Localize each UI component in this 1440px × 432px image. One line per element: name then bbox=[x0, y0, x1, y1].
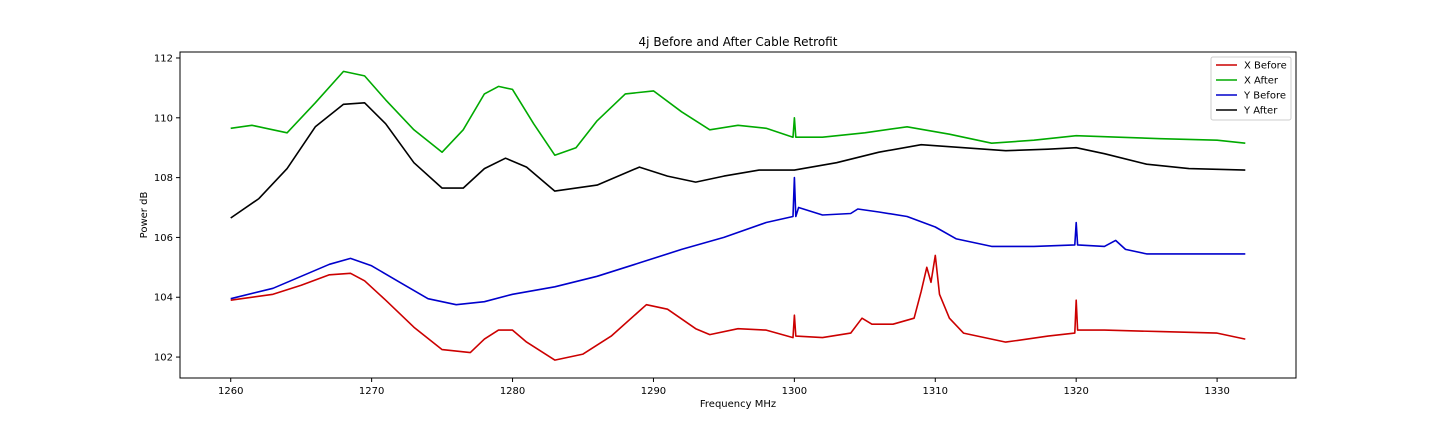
legend-box bbox=[1210, 56, 1292, 121]
legend-label-1: X After bbox=[1244, 76, 1279, 87]
axes-frame bbox=[179, 51, 1297, 379]
legend-label-2: Y Before bbox=[1243, 91, 1286, 102]
x-tick-label-4: 1300 bbox=[782, 386, 807, 397]
chart-title: 4j Before and After Cable Retrofit bbox=[639, 35, 838, 49]
y-tick-label-3: 108 bbox=[154, 173, 173, 184]
legend: X Before X After Y Before Y After bbox=[1210, 56, 1292, 121]
legend-label-3: Y After bbox=[1243, 106, 1278, 117]
y-tick-label-0: 102 bbox=[154, 353, 173, 364]
x-tick-label-7: 1330 bbox=[1204, 386, 1229, 397]
series-line-3 bbox=[230, 102, 1246, 219]
x-tick-label-0: 1260 bbox=[218, 386, 243, 397]
y-axis-label: Power dB bbox=[139, 192, 150, 239]
y-tick-label-1: 104 bbox=[154, 293, 173, 304]
x-axis: 1260 1270 1280 1290 1300 1310 1320 1330 bbox=[218, 378, 1230, 397]
x-tick-label-2: 1280 bbox=[500, 386, 525, 397]
y-tick-label-5: 112 bbox=[154, 53, 173, 64]
x-axis-label: Frequency MHz bbox=[700, 399, 776, 410]
series-line-0 bbox=[230, 254, 1246, 361]
x-tick-label-3: 1290 bbox=[641, 386, 666, 397]
legend-label-0: X Before bbox=[1244, 61, 1287, 72]
series-line-1 bbox=[230, 70, 1246, 156]
y-axis: 102 104 106 108 110 112 bbox=[154, 53, 180, 364]
y-tick-label-2: 106 bbox=[154, 233, 173, 244]
x-tick-label-1: 1270 bbox=[359, 386, 384, 397]
x-tick-label-5: 1310 bbox=[923, 386, 948, 397]
series-layer bbox=[230, 70, 1246, 361]
x-tick-label-6: 1320 bbox=[1063, 386, 1088, 397]
series-line-2 bbox=[230, 176, 1246, 306]
y-tick-label-4: 110 bbox=[154, 113, 173, 124]
